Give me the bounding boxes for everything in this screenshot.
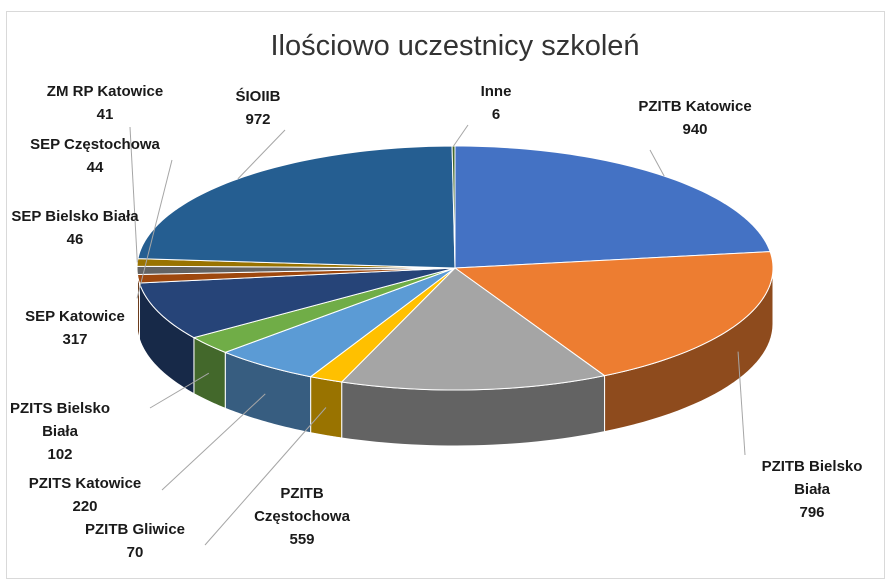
data-label: PZITS Katowice 220 (5, 472, 165, 518)
label-name: PZITB Częstochowa (254, 485, 350, 525)
slice (309, 267, 456, 383)
label-value: 796 (799, 504, 825, 521)
slice (453, 251, 774, 377)
label-value: 41 (96, 106, 114, 123)
data-label: PZITB Gliwice 70 (65, 518, 205, 564)
label-value: 940 (682, 121, 708, 138)
data-label: Inne 6 (466, 80, 526, 126)
label-name: Inne (480, 83, 512, 100)
leader-line (136, 159, 173, 299)
label-value: 46 (66, 231, 84, 248)
slice-side (310, 376, 343, 439)
leader-line (149, 372, 210, 409)
leader-line (237, 129, 286, 180)
data-label: SEP Bielsko Biała 46 (0, 205, 150, 251)
label-value: 972 (245, 111, 271, 128)
label-name: ZM RP Katowice (46, 83, 164, 100)
leader-line (129, 126, 138, 263)
leader-line (453, 124, 469, 147)
label-name: SEP Częstochowa (30, 136, 160, 153)
data-label: SEP Częstochowa 44 (15, 133, 175, 179)
label-value: 44 (86, 159, 104, 176)
label-value: 317 (62, 331, 88, 348)
data-label: PZITB Katowice 940 (625, 95, 765, 141)
data-label: ŚIOIIB 972 (218, 85, 298, 131)
leader-line (204, 407, 327, 546)
data-label: SEP Katowice 317 (5, 305, 145, 351)
label-name: SEP Katowice (25, 308, 125, 325)
leader-line (161, 393, 266, 491)
label-name: PZITS Katowice (28, 475, 142, 492)
label-name: PZITB Bielsko Biała (761, 458, 863, 498)
label-value: 70 (126, 544, 144, 561)
data-label: PZITB Bielsko Biała 796 (757, 455, 867, 524)
label-name: PZITB Gliwice (84, 521, 186, 538)
slice (340, 267, 606, 391)
leader-line (649, 149, 665, 177)
data-label: ZM RP Katowice 41 (25, 80, 185, 126)
data-label: PZITB Częstochowa 559 (232, 482, 372, 551)
label-name: PZITB Katowice (638, 98, 752, 115)
label-name: SEP Bielsko Biała (11, 208, 139, 225)
data-label: PZITS Bielsko Biała 102 (5, 397, 115, 466)
label-value: 220 (72, 498, 98, 515)
slice (138, 267, 456, 339)
label-value: 102 (47, 446, 73, 463)
chart-title: Ilościowo uczestnicy szkoleń (270, 30, 639, 62)
slice (192, 267, 456, 353)
slice (223, 267, 456, 378)
label-value: 6 (491, 106, 501, 123)
leader-line (737, 351, 746, 456)
slice (137, 145, 456, 269)
label-name: PZITS Bielsko Biała (9, 400, 111, 440)
label-name: ŚIOIIB (235, 88, 281, 105)
label-value: 559 (289, 531, 315, 548)
